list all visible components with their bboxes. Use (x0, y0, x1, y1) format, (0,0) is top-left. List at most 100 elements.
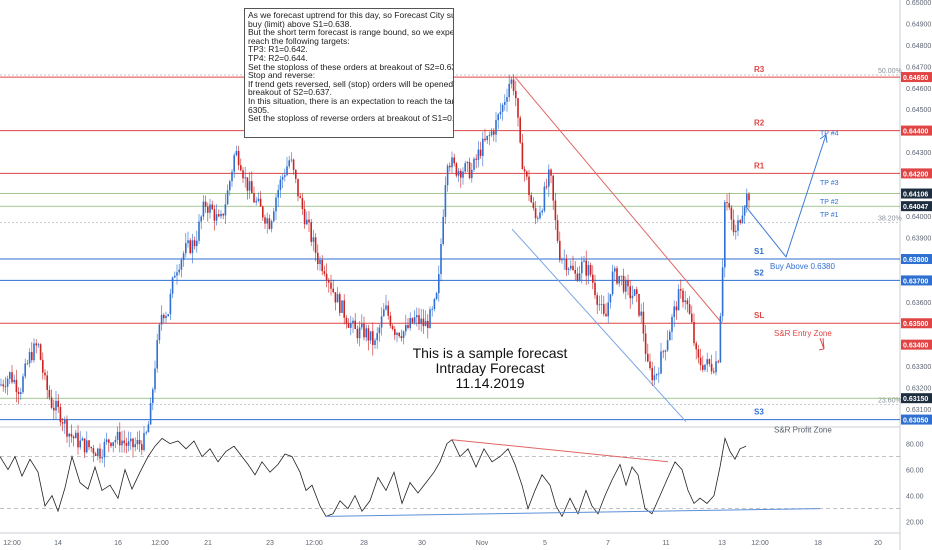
candle-body (400, 336, 403, 338)
candle-body (156, 340, 158, 369)
candle-body (328, 280, 330, 283)
candle-body (213, 209, 216, 221)
price-tag-text: 0.63150 (903, 396, 928, 403)
candle-body (561, 259, 563, 261)
candle-body (581, 261, 583, 274)
candle-body (497, 114, 499, 121)
candle-body (367, 328, 370, 341)
price-tick-label: 0.64600 (906, 86, 931, 93)
candle-body (319, 259, 321, 265)
candle-body (257, 198, 260, 201)
candle-body (369, 331, 372, 341)
entry-arrow (818, 338, 825, 351)
note-line: TP4: R2=0.644. (248, 52, 308, 63)
candle-body (682, 290, 684, 303)
candle-body (730, 207, 733, 220)
candle-body (378, 327, 381, 334)
price-tag-text: 0.64047 (903, 204, 928, 211)
candle-body (268, 218, 271, 229)
price-tag-text: 0.64200 (903, 171, 928, 178)
price-tag-box (901, 125, 932, 136)
candle-body (537, 218, 539, 219)
candle-body (33, 343, 35, 361)
caption-line-3: 11.14.2019 (455, 375, 525, 391)
candle-body (576, 273, 579, 281)
candle-body (398, 332, 400, 337)
candle-body (622, 275, 625, 292)
candle-body (666, 340, 669, 351)
candle-body (486, 135, 488, 141)
candle-body (26, 363, 29, 365)
candle-body (603, 304, 605, 314)
candle-body (589, 265, 592, 275)
candle-body (314, 237, 317, 253)
candle-body (658, 373, 660, 375)
candle-body (160, 314, 163, 325)
price-tag-text: 0.63700 (903, 278, 928, 285)
candle-body (455, 163, 458, 176)
candle-body (490, 131, 493, 136)
candle-body (737, 220, 739, 231)
candle-body (578, 273, 581, 281)
level-label-r3: R3 (754, 65, 765, 74)
candle-body (721, 267, 724, 317)
candle-body (655, 374, 658, 376)
candle-body (251, 181, 253, 194)
price-tag-text: 0.64106 (903, 192, 928, 199)
candle-body (301, 198, 304, 209)
price-tag-text: 0.63800 (903, 257, 928, 264)
price-tag-box (901, 188, 932, 199)
fib-level-label: 38.20% (878, 216, 902, 223)
level-label-sl: SL (754, 311, 764, 320)
candle-body (22, 376, 24, 393)
candle-body (317, 252, 319, 265)
time-tick-label: 7 (606, 540, 610, 547)
price-tag-box (901, 414, 932, 425)
price-tag-box (901, 72, 932, 83)
candle-body (303, 208, 306, 225)
level-label-r1: R1 (754, 161, 765, 170)
candle-body (475, 158, 477, 160)
candle-body (167, 314, 169, 317)
candle-body (145, 432, 147, 434)
caption-line-1: This is a sample forecast (412, 345, 568, 361)
candle-body (413, 317, 416, 323)
note-line: In this situation, there is an expectati… (248, 95, 454, 106)
candle-body (339, 294, 341, 313)
time-tick-label: Nov (476, 540, 489, 547)
candle-body (200, 216, 202, 222)
candle-body (136, 439, 139, 445)
candle-body (149, 403, 152, 425)
forecast-path (744, 134, 827, 258)
candle-body (539, 212, 541, 219)
candle-body (297, 178, 299, 197)
candle-body (660, 351, 662, 374)
candle-body (383, 309, 385, 317)
level-label-s1: S1 (754, 247, 764, 256)
price-tag-box (901, 201, 932, 212)
forecast-note-box: As we forecast uptrend for this day, so … (244, 8, 454, 138)
candle-body (675, 306, 678, 311)
candle-body (567, 268, 570, 271)
candle-body (281, 176, 284, 180)
candle-body (594, 282, 596, 296)
candle-body (154, 368, 156, 390)
candle-body (277, 189, 279, 198)
candle-body (427, 320, 429, 329)
candle-body (358, 327, 361, 339)
candle-body (215, 214, 218, 221)
candle-body (204, 201, 207, 207)
candle-body (81, 438, 84, 441)
candle-body (479, 149, 482, 156)
candle-body (523, 169, 526, 172)
candle-body (543, 186, 546, 211)
candle-body (563, 259, 565, 260)
candle-body (275, 197, 277, 212)
candle-body (429, 309, 431, 329)
candle-body (308, 219, 310, 223)
candle-body (387, 305, 389, 316)
candle-body (325, 273, 328, 281)
candle-body (248, 181, 251, 191)
candle-body (127, 441, 130, 446)
